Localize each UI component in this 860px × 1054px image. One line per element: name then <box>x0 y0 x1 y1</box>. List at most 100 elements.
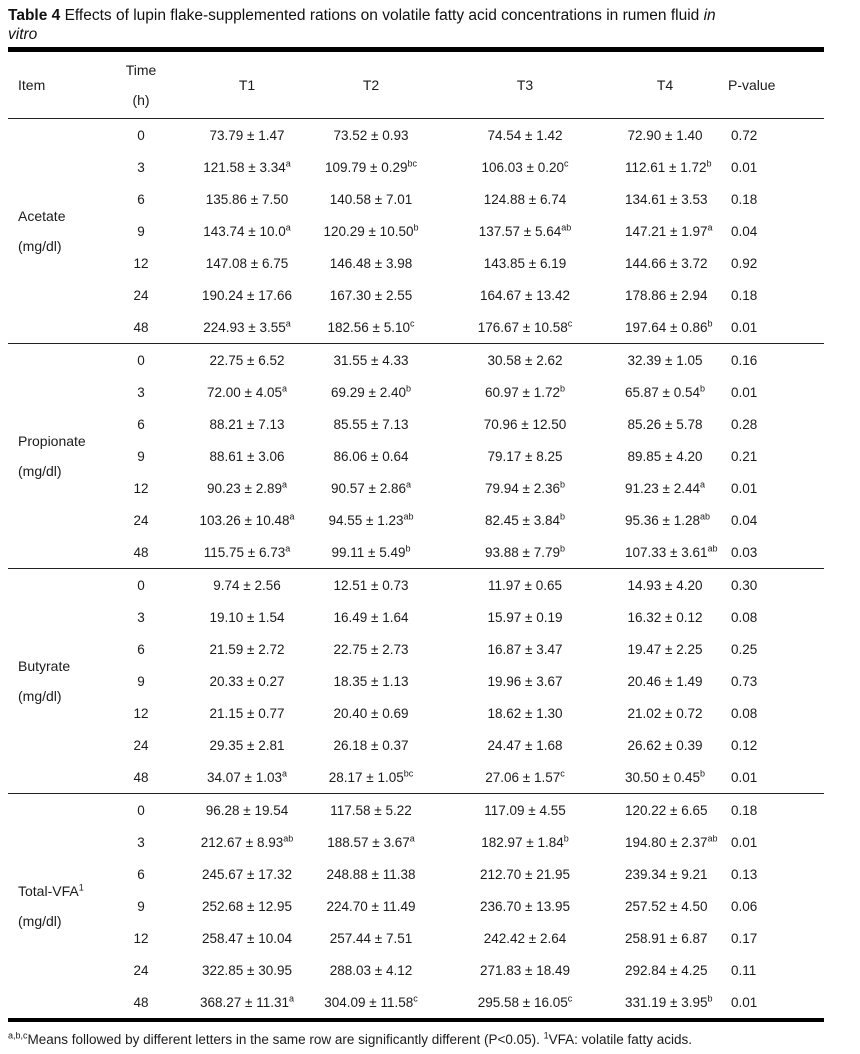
value-cell: 331.19 ± 3.95b <box>625 993 713 1010</box>
value-cell: 120.29 ± 10.50b <box>323 222 419 239</box>
p-value-cell: 0.16 <box>731 352 758 368</box>
time-cell: 48 <box>133 994 149 1010</box>
significance-superscript: ab <box>561 222 572 232</box>
table-row: 6 88.21 ± 7.13 85.55 ± 7.13 70.96 ± 12.50 85… <box>8 408 824 440</box>
time-cell: 12 <box>133 930 149 946</box>
significance-superscript: bc <box>403 768 414 778</box>
value-cell: 99.11 ± 5.49b <box>331 543 411 560</box>
item-unit: (mg/dl) <box>18 687 62 704</box>
value-cell: 32.39 ± 1.05 <box>627 352 703 368</box>
value-cell: 79.94 ± 2.36b <box>485 479 565 496</box>
p-value-cell: 0.28 <box>731 416 758 432</box>
value-cell: 22.75 ± 6.52 <box>209 352 285 368</box>
significance-superscript: b <box>559 511 565 521</box>
value-cell: 20.33 ± 0.27 <box>209 673 285 689</box>
significance-superscript: b <box>559 383 565 393</box>
p-value-cell: 0.18 <box>731 191 758 207</box>
significance-superscript: c <box>567 318 573 328</box>
significance-superscript: a <box>281 383 287 393</box>
value-cell: 124.88 ± 6.74 <box>483 191 567 207</box>
time-cell: 48 <box>133 319 149 335</box>
p-value-cell: 0.01 <box>731 319 758 335</box>
significance-superscript: a <box>285 318 291 328</box>
item-name: Propionate <box>18 432 86 449</box>
table-row: 48 368.27 ± 11.31a 304.09 ± 11.58c 295.58 ±… <box>8 986 824 1020</box>
value-cell: 60.97 ± 1.72b <box>485 383 565 400</box>
value-cell: 212.67 ± 8.93ab <box>200 833 294 850</box>
value-cell: 19.47 ± 2.25 <box>627 641 703 657</box>
value-cell: 88.21 ± 7.13 <box>209 416 285 432</box>
value-cell: 73.52 ± 0.93 <box>333 127 409 143</box>
value-cell: 188.57 ± 3.67a <box>327 833 415 850</box>
value-cell: 257.52 ± 4.50 <box>625 898 708 914</box>
value-cell: 137.57 ± 5.64ab <box>478 222 572 239</box>
value-cell: 24.47 ± 1.68 <box>487 737 563 753</box>
value-cell: 72.00 ± 4.05a <box>207 383 287 400</box>
table-row: 24 103.26 ± 10.48a 94.55 ± 1.23ab 82.45 ± 3… <box>8 504 824 536</box>
table-row: 12 21.15 ± 0.77 20.40 ± 0.69 18.62 ± 1.30 21… <box>8 697 824 729</box>
footnote-text-vfa: VFA: volatile fatty acids. <box>548 1032 692 1047</box>
value-cell: 252.68 ± 12.95 <box>202 898 292 914</box>
value-cell: 140.58 ± 7.01 <box>329 191 413 207</box>
time-cell: 9 <box>137 223 145 239</box>
value-cell: 73.79 ± 1.47 <box>209 127 285 143</box>
value-cell: 30.58 ± 2.62 <box>487 352 563 368</box>
value-cell: 224.70 ± 11.49 <box>326 898 416 914</box>
p-value-cell: 0.18 <box>731 287 758 303</box>
header-time-line1: Time <box>125 62 157 78</box>
value-cell: 72.90 ± 1.40 <box>627 127 703 143</box>
time-cell: 0 <box>137 577 145 593</box>
p-value-cell: 0.18 <box>731 802 758 818</box>
value-cell: 30.50 ± 0.45b <box>625 768 705 785</box>
value-cell: 74.54 ± 1.42 <box>487 127 563 143</box>
value-cell: 121.58 ± 3.34a <box>203 158 291 175</box>
value-cell: 258.47 ± 10.04 <box>202 930 292 946</box>
significance-superscript: a <box>405 479 411 489</box>
table-row: 9 252.68 ± 12.95 224.70 ± 11.49 236.70 ± 13… <box>8 890 824 922</box>
significance-superscript: b <box>707 318 713 328</box>
table-row: 9 20.33 ± 0.27 18.35 ± 1.13 19.96 ± 3.67 20.… <box>8 665 824 697</box>
item-name: Acetate <box>18 207 66 224</box>
time-cell: 9 <box>137 448 145 464</box>
table-row: 48 34.07 ± 1.03a 28.17 ± 1.05bc 27.06 ± 1.5… <box>8 761 824 794</box>
p-value-cell: 0.72 <box>731 127 758 143</box>
value-cell: 258.91 ± 6.87 <box>625 930 708 946</box>
value-cell: 26.18 ± 0.37 <box>333 737 409 753</box>
p-value-cell: 0.13 <box>731 866 758 882</box>
table-row: 12 147.08 ± 6.75 146.48 ± 3.98 143.85 ± 6.1… <box>8 247 824 279</box>
value-cell: 85.26 ± 5.78 <box>627 416 703 432</box>
table-row: 9 143.74 ± 10.0a 120.29 ± 10.50b 137.57 ± 5… <box>8 215 824 247</box>
p-value-cell: 0.30 <box>731 577 758 593</box>
significance-superscript: b <box>559 543 565 553</box>
value-cell: 144.66 ± 3.72 <box>625 255 708 271</box>
value-cell: 20.40 ± 0.69 <box>333 705 409 721</box>
value-cell: 86.06 ± 0.64 <box>333 448 409 464</box>
table-row: 48 115.75 ± 6.73a 99.11 ± 5.49b 93.88 ± 7.7… <box>8 536 824 569</box>
time-cell: 24 <box>133 287 149 303</box>
value-cell: 79.17 ± 8.25 <box>487 448 563 464</box>
value-cell: 29.35 ± 2.81 <box>209 737 285 753</box>
p-value-cell: 0.08 <box>731 609 758 625</box>
significance-superscript: bc <box>407 158 417 168</box>
value-cell: 135.86 ± 7.50 <box>205 191 289 207</box>
value-cell: 190.24 ± 17.66 <box>202 287 292 303</box>
value-cell: 15.97 ± 0.19 <box>487 609 563 625</box>
table-row: 48 224.93 ± 3.55a 182.56 ± 5.10c 176.67 ± 1… <box>8 311 824 344</box>
header-p-value: P-value <box>728 77 776 93</box>
header-t4: T4 <box>656 77 674 93</box>
p-value-cell: 0.08 <box>731 705 758 721</box>
value-cell: 143.74 ± 10.0a <box>203 222 291 239</box>
item-label: Acetate (mg/dl) <box>8 119 105 344</box>
table-row: 6 135.86 ± 7.50 140.58 ± 7.01 124.88 ± 6.74… <box>8 183 824 215</box>
significance-superscript: b <box>563 833 569 843</box>
table-row: 24 29.35 ± 2.81 26.18 ± 0.37 24.47 ± 1.68 26… <box>8 729 824 761</box>
value-cell: 271.83 ± 18.49 <box>480 962 570 978</box>
significance-superscript: a <box>699 479 705 489</box>
value-cell: 257.44 ± 7.51 <box>329 930 413 946</box>
value-cell: 106.03 ± 0.20c <box>481 158 569 175</box>
p-value-cell: 0.01 <box>731 384 758 400</box>
value-cell: 236.70 ± 13.95 <box>480 898 570 914</box>
value-cell: 95.36 ± 1.28ab <box>625 511 710 528</box>
value-cell: 91.23 ± 2.44a <box>625 479 705 496</box>
